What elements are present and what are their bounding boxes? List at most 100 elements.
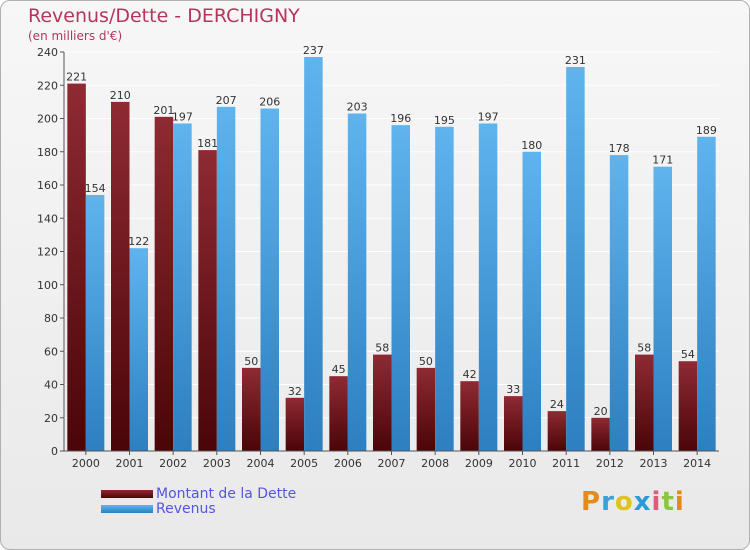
data-label-revenus: 231 — [565, 54, 586, 67]
bar-revenus — [653, 166, 672, 451]
data-label-revenus: 195 — [434, 114, 455, 127]
x-tick-label: 2007 — [378, 457, 406, 470]
data-label-revenus: 180 — [521, 139, 542, 152]
bar-revenus — [260, 108, 279, 452]
bar-debt — [242, 367, 261, 451]
y-tick-label: 100 — [37, 279, 58, 292]
data-label-debt: 58 — [375, 342, 389, 355]
bar-revenus — [129, 248, 148, 451]
y-tick-label: 180 — [37, 146, 58, 159]
data-label-revenus: 237 — [303, 44, 324, 57]
chart-title: Revenus/Dette - DERCHIGNY — [28, 5, 300, 27]
bar-revenus — [173, 123, 192, 452]
bar-debt — [67, 83, 86, 452]
legend-swatch-revenus — [101, 505, 153, 513]
y-tick-label: 160 — [37, 179, 58, 192]
bar-revenus — [216, 106, 236, 452]
data-label-debt: 54 — [681, 348, 695, 361]
data-label-debt: 45 — [332, 363, 346, 376]
bar-revenus — [478, 123, 498, 452]
data-label-debt: 50 — [244, 355, 258, 368]
bar-debt — [460, 381, 479, 451]
x-tick-label: 2004 — [247, 457, 275, 470]
y-tick-label: 140 — [37, 212, 58, 225]
data-label-debt: 33 — [506, 383, 520, 396]
data-label-revenus: 171 — [652, 154, 673, 167]
data-label-revenus: 197 — [172, 110, 193, 123]
y-tick-label: 0 — [51, 445, 58, 458]
data-label-revenus: 203 — [347, 101, 368, 114]
x-tick-label: 2006 — [334, 457, 362, 470]
y-tick-label: 200 — [37, 113, 58, 126]
bar-revenus — [347, 113, 367, 451]
bar-revenus — [304, 56, 323, 452]
logo-letter: o — [614, 487, 634, 517]
bar-revenus — [522, 151, 541, 451]
logo-letter: i — [651, 487, 662, 517]
x-tick-label: 2009 — [465, 457, 493, 470]
bar-debt — [285, 397, 305, 451]
bar-revenus — [435, 126, 454, 451]
bar-debt — [504, 396, 523, 451]
bar-debt — [154, 116, 174, 452]
x-tick-label: 2000 — [72, 457, 100, 470]
x-tick-label: 2012 — [596, 457, 624, 470]
bar-debt — [591, 417, 610, 451]
bar-revenus — [85, 194, 105, 451]
y-tick-label: 40 — [44, 379, 58, 392]
x-tick-label: 2001 — [116, 457, 144, 470]
data-label-revenus: 178 — [609, 142, 630, 155]
data-label-debt: 210 — [110, 89, 131, 102]
y-tick-label: 80 — [44, 312, 58, 325]
chart-subtitle: (en milliers d'€) — [28, 29, 123, 43]
x-tick-label: 2010 — [509, 457, 537, 470]
x-tick-label: 2014 — [683, 457, 711, 470]
y-tick-label: 240 — [37, 46, 58, 59]
data-label-revenus: 189 — [696, 124, 717, 137]
y-tick-label: 120 — [37, 246, 58, 259]
data-label-debt: 20 — [594, 405, 608, 418]
logo-letter: P — [581, 487, 602, 517]
bar-debt — [547, 411, 567, 451]
data-label-debt: 221 — [66, 71, 87, 84]
logo-letter: t — [661, 487, 675, 517]
x-tick-label: 2003 — [203, 457, 231, 470]
data-label-revenus: 196 — [390, 112, 411, 125]
bar-debt — [373, 354, 392, 451]
bar-revenus — [566, 66, 585, 452]
data-label-revenus: 154 — [85, 182, 106, 195]
bar-debt — [416, 367, 436, 451]
data-label-debt: 24 — [550, 398, 564, 411]
data-label-revenus: 197 — [478, 110, 499, 123]
bar-debt — [198, 150, 217, 451]
x-tick-label: 2005 — [290, 457, 318, 470]
data-label-debt: 42 — [463, 368, 477, 381]
y-tick-label: 60 — [44, 345, 58, 358]
bar-debt — [635, 354, 654, 451]
data-label-revenus: 122 — [128, 235, 149, 248]
x-tick-label: 2002 — [159, 457, 187, 470]
x-tick-label: 2008 — [421, 457, 449, 470]
data-label-debt: 181 — [197, 137, 218, 150]
bar-revenus — [609, 155, 629, 451]
data-label-debt: 32 — [288, 385, 302, 398]
x-tick-label: 2011 — [552, 457, 580, 470]
legend-label-revenus: Revenus — [156, 501, 216, 517]
logo-letter: x — [633, 487, 652, 517]
logo-letter: r — [601, 487, 615, 517]
data-label-debt: 50 — [419, 355, 433, 368]
y-tick-label: 220 — [37, 79, 58, 92]
bar-debt — [678, 361, 698, 451]
logo-letter: i — [674, 487, 685, 517]
legend-label-debt: Montant de la Dette — [156, 486, 297, 502]
y-tick-label: 20 — [44, 412, 58, 425]
bar-revenus — [391, 125, 410, 452]
bar-debt — [329, 376, 348, 451]
data-label-revenus: 207 — [216, 94, 237, 107]
proxiti-logo: Proxiti — [581, 487, 685, 517]
data-label-debt: 201 — [153, 104, 174, 117]
x-tick-label: 2013 — [640, 457, 668, 470]
data-label-debt: 58 — [637, 342, 651, 355]
